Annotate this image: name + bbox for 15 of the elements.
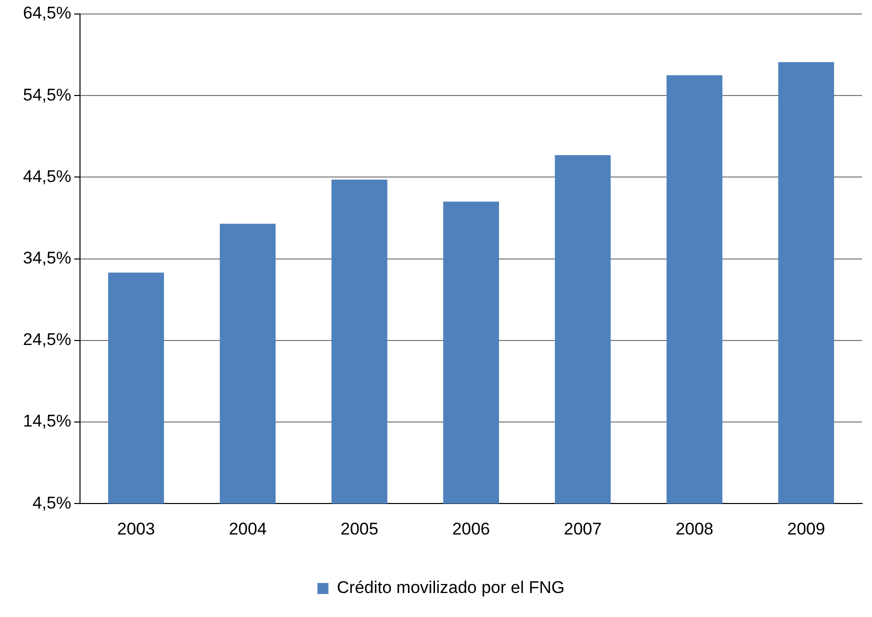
x-tick-label: 2004 (228, 519, 267, 538)
y-tick-label: 24,5% (23, 330, 72, 350)
y-tick-label: 54,5% (23, 85, 72, 104)
y-tick-label: 44,5% (23, 166, 72, 186)
x-tick-label: 2007 (564, 519, 602, 538)
x-tick-label: 2006 (452, 519, 490, 538)
y-tick-label: 34,5% (23, 248, 72, 268)
x-tick-label: 2008 (676, 519, 714, 538)
y-tick-label: 64,5% (23, 4, 72, 23)
legend-label: Crédito movilizado por el FNG (336, 578, 565, 598)
y-tick-label: 4,5% (32, 493, 72, 512)
x-tick-label: 2005 (340, 519, 378, 538)
x-tick-label: 2009 (787, 519, 826, 538)
y-tick-label: 14,5% (23, 412, 72, 431)
x-tick-label: 2003 (117, 519, 155, 538)
